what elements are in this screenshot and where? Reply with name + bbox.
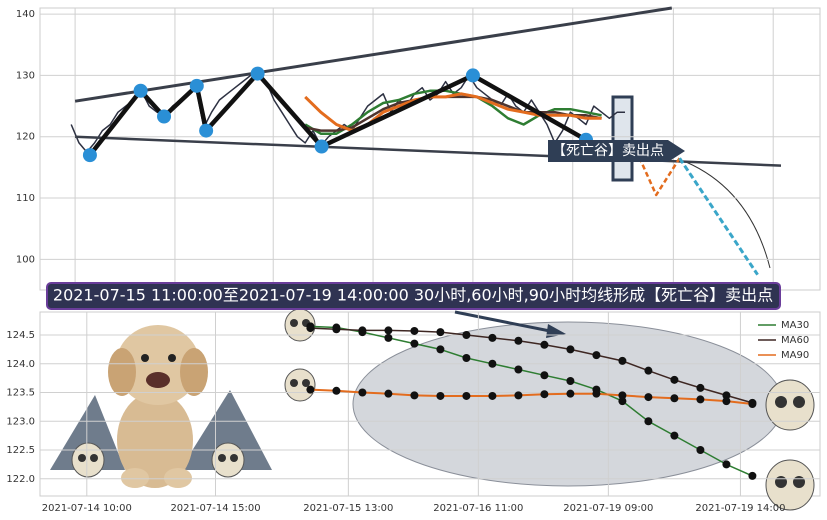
x-tick-label: 2021-07-19 14:00 [695,503,785,514]
point [436,328,445,337]
point [488,359,497,368]
point [644,393,653,402]
legend-label: MA90 [781,350,809,361]
marks: 100 110 120 130 140 122.0 122.5 123.0 123.5 124.0… [6,6,820,514]
series-line [304,89,602,135]
series-line [678,157,759,276]
point [592,351,601,360]
point [332,325,341,334]
banner: 2021-07-15 11:00:00至2021-07-19 14:00:00 … [53,286,773,305]
series-line [310,325,753,477]
point [566,345,575,354]
point [384,326,393,335]
point [540,371,549,380]
point [618,391,627,400]
point [670,394,679,403]
point [644,417,653,426]
point [462,354,471,362]
dog [108,325,208,488]
point [696,395,705,404]
annotation-box [548,140,685,162]
point [157,109,172,124]
point [540,390,549,399]
point [462,331,471,339]
point [384,333,393,342]
point [410,339,419,348]
point [314,139,329,154]
x-tick-label: 2021-07-14 10:00 [42,503,132,514]
point [465,68,480,83]
point [540,340,549,349]
legend-label: MA30 [781,320,809,331]
point [566,377,575,385]
y-tick-label: 100 [16,254,35,265]
point [618,397,627,406]
mountain [50,395,125,470]
point [133,83,148,98]
y-tick-label: 120 [16,132,35,143]
point [488,391,497,400]
point [514,391,523,400]
point [488,333,497,342]
point [250,66,265,81]
point [618,356,627,365]
point [436,345,445,354]
point [722,460,731,469]
point [722,391,731,400]
top-plot [39,7,821,291]
y-tick-label: 130 [16,70,35,81]
point [748,471,757,480]
y-tick-label: 123.5 [6,388,35,399]
point [696,446,705,454]
point [670,431,679,440]
point [384,389,393,398]
point [358,388,367,397]
x-tick-label: 2021-07-15 13:00 [303,503,393,514]
y-tick-label: 140 [16,9,35,20]
signal-box [611,95,634,182]
y-tick-label: 122.5 [6,445,35,456]
point [436,391,445,400]
point [306,385,315,394]
point [410,391,419,400]
point [462,391,471,400]
x-tick-label: 2021-07-19 09:00 [563,503,653,514]
point [722,397,731,406]
point [644,366,653,375]
y-tick-label: 124.0 [6,359,35,370]
annotation: 【死亡谷】卖出点 [552,143,664,159]
x-tick-label: 2021-07-16 11:00 [433,503,523,514]
y-tick-label: 110 [16,193,35,204]
series-line [74,6,673,103]
series-line [304,95,602,132]
y-tick-label: 124.5 [6,330,35,341]
y-tick-label: 123.0 [6,416,35,427]
point [199,123,214,138]
point [566,389,575,398]
point [748,400,757,408]
x-tick-label: 2021-07-14 15:00 [170,503,260,514]
point [358,326,367,335]
skulls [71,308,815,511]
point [514,336,523,345]
point [189,78,204,93]
point [592,389,601,398]
pointer-arrow [454,310,556,334]
point [514,365,523,374]
point [82,148,97,163]
series-line [310,388,753,405]
y-tick-label: 122.0 [6,474,35,485]
point [306,324,315,333]
point [410,326,419,335]
arc [685,161,771,269]
point [332,386,341,395]
decorations [50,95,815,511]
series-line [310,327,753,404]
point [696,383,705,392]
banner-box [46,282,781,310]
point [670,375,679,384]
legend-label: MA60 [781,335,809,346]
